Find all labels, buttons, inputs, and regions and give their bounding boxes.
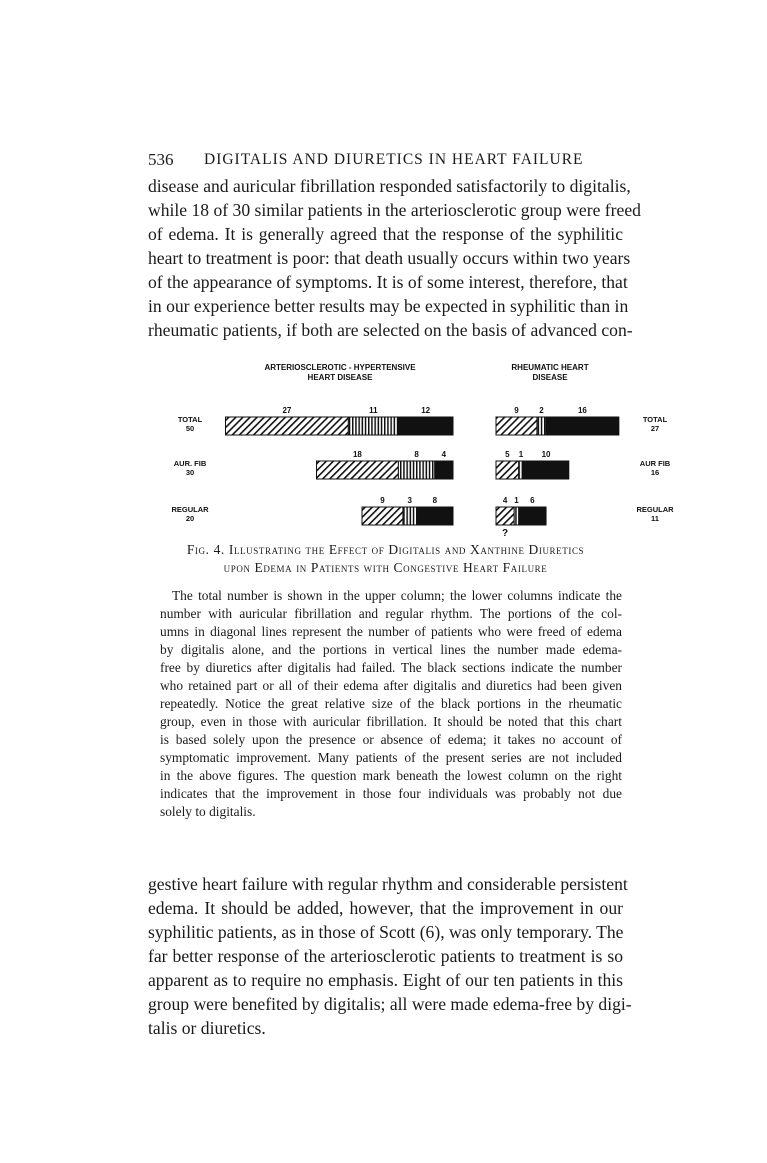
caption-line: Fig. 4. Illustrating the Effect of Digit…	[186, 542, 585, 557]
text-line: of edema. It is generally agreed that th…	[148, 224, 623, 244]
text-line: umns in diagonal lines represent the num…	[160, 624, 622, 639]
diuretics-segment	[536, 416, 547, 436]
data-label: 2	[539, 406, 544, 415]
diuretics-segment	[397, 460, 436, 480]
diuretics-segment	[513, 506, 520, 526]
text-line: number with auricular fibrillation and r…	[160, 606, 622, 621]
row-label: TOTAL	[178, 415, 203, 424]
text-line: talis or diuretics.	[148, 1018, 266, 1038]
retained-segment	[518, 506, 547, 526]
text-line: disease and auricular fibrillation respo…	[148, 176, 631, 196]
text-line: repeatedly. Notice the great relative si…	[160, 696, 622, 711]
question-mark-annotation: ?	[502, 528, 508, 539]
row-label: AUR. FIB	[174, 459, 207, 468]
digitalis-segment	[495, 506, 515, 526]
row-count: 30	[186, 468, 194, 477]
running-title: DIGITALIS AND DIURETICS IN HEART FAILURE	[204, 151, 584, 168]
text-line: of the appearance of symptoms. It is of …	[148, 272, 628, 292]
row-count: 11	[651, 514, 659, 523]
retained-segment	[397, 416, 454, 436]
data-label: 10	[542, 450, 551, 459]
text-line: The total number is shown in the upper c…	[172, 588, 622, 603]
data-label: 4	[503, 496, 508, 505]
data-label: 11	[369, 406, 378, 415]
page-number: 536	[148, 150, 174, 169]
digitalis-segment	[361, 506, 404, 526]
digitalis-segment	[316, 460, 399, 480]
running-header: 536 DIGITALIS AND DIURETICS IN HEART FAI…	[148, 150, 620, 170]
diuretics-segment	[402, 506, 418, 526]
top-paragraph: disease and auricular fibrillation respo…	[148, 174, 641, 342]
data-label: 12	[421, 406, 430, 415]
text-line: edema. It should be added, however, that…	[148, 898, 623, 918]
text-line: while 18 of 30 similar patients in the a…	[148, 200, 641, 220]
digitalis-segment	[225, 416, 349, 436]
data-label: 1	[514, 496, 519, 505]
data-label: 9	[380, 496, 385, 505]
text-line: far better response of the arteriosclero…	[148, 946, 623, 966]
retained-segment	[434, 460, 454, 480]
text-line: indicates that the improvement in those …	[160, 786, 622, 801]
text-line: is based solely upon the presence or abs…	[160, 732, 622, 747]
row-label: AUR FIB	[640, 459, 671, 468]
text-line: group were benefited by digitalis; all w…	[148, 994, 632, 1014]
data-label: 6	[530, 496, 535, 505]
figure-note: The total number is shown in the upper c…	[160, 587, 622, 821]
row-label: REGULAR	[636, 505, 674, 514]
text-line: rheumatic patients, if both are selected…	[148, 320, 633, 340]
retained-segment	[416, 506, 454, 526]
data-label: 8	[433, 496, 438, 505]
text-line: solely to digitalis.	[160, 804, 256, 819]
group-title: HEART DISEASE	[308, 373, 374, 382]
data-label: 18	[353, 450, 362, 459]
text-line: in the above figures. The question mark …	[160, 768, 622, 783]
group-title: RHEUMATIC HEART	[511, 363, 588, 372]
text-line: who retained part or all of their edema …	[160, 678, 622, 693]
text-line: in our experience better results may be …	[148, 296, 629, 316]
row-label: TOTAL	[643, 415, 668, 424]
row-count: 20	[186, 514, 194, 523]
text-line: apparent as to require no emphasis. Eigh…	[148, 970, 623, 990]
figure-caption: Fig. 4. Illustrating the Effect of Digit…	[148, 541, 623, 577]
group-title: DISEASE	[532, 373, 568, 382]
data-label: 8	[414, 450, 419, 459]
text-line: symptomatic improvement. Many patients o…	[160, 750, 622, 765]
data-label: 16	[578, 406, 587, 415]
data-label: 1	[519, 450, 524, 459]
data-label: 27	[282, 406, 291, 415]
text-line: heart to treatment is poor: that death u…	[148, 248, 631, 268]
text-line: gestive heart failure with regular rhyth…	[148, 874, 628, 894]
diuretics-segment	[347, 416, 399, 436]
data-label: 9	[514, 406, 519, 415]
digitalis-segment	[495, 416, 538, 436]
row-label: REGULAR	[171, 505, 209, 514]
bottom-paragraph: gestive heart failure with regular rhyth…	[148, 872, 632, 1040]
row-count: 50	[186, 424, 194, 433]
retained-segment	[522, 460, 570, 480]
retained-segment	[545, 416, 620, 436]
caption-line: upon Edema in Patients with Congestive H…	[223, 560, 548, 575]
diuretics-segment	[518, 460, 524, 480]
text-line: syphilitic patients, as in those of Scot…	[148, 922, 624, 942]
text-line: group, even in those with auricular fibr…	[160, 714, 622, 729]
data-label: 5	[505, 450, 510, 459]
row-count: 27	[651, 424, 659, 433]
digitalis-segment	[495, 460, 520, 480]
row-count: 16	[651, 468, 659, 477]
text-line: by digitalis alone, and the portions in …	[160, 642, 622, 657]
data-label: 4	[442, 450, 447, 459]
data-label: 3	[408, 496, 413, 505]
text-line: free by diuretics after digitalis had fa…	[160, 660, 622, 675]
group-title: ARTERIOSCLEROTIC - HYPERTENSIVE	[264, 363, 416, 372]
